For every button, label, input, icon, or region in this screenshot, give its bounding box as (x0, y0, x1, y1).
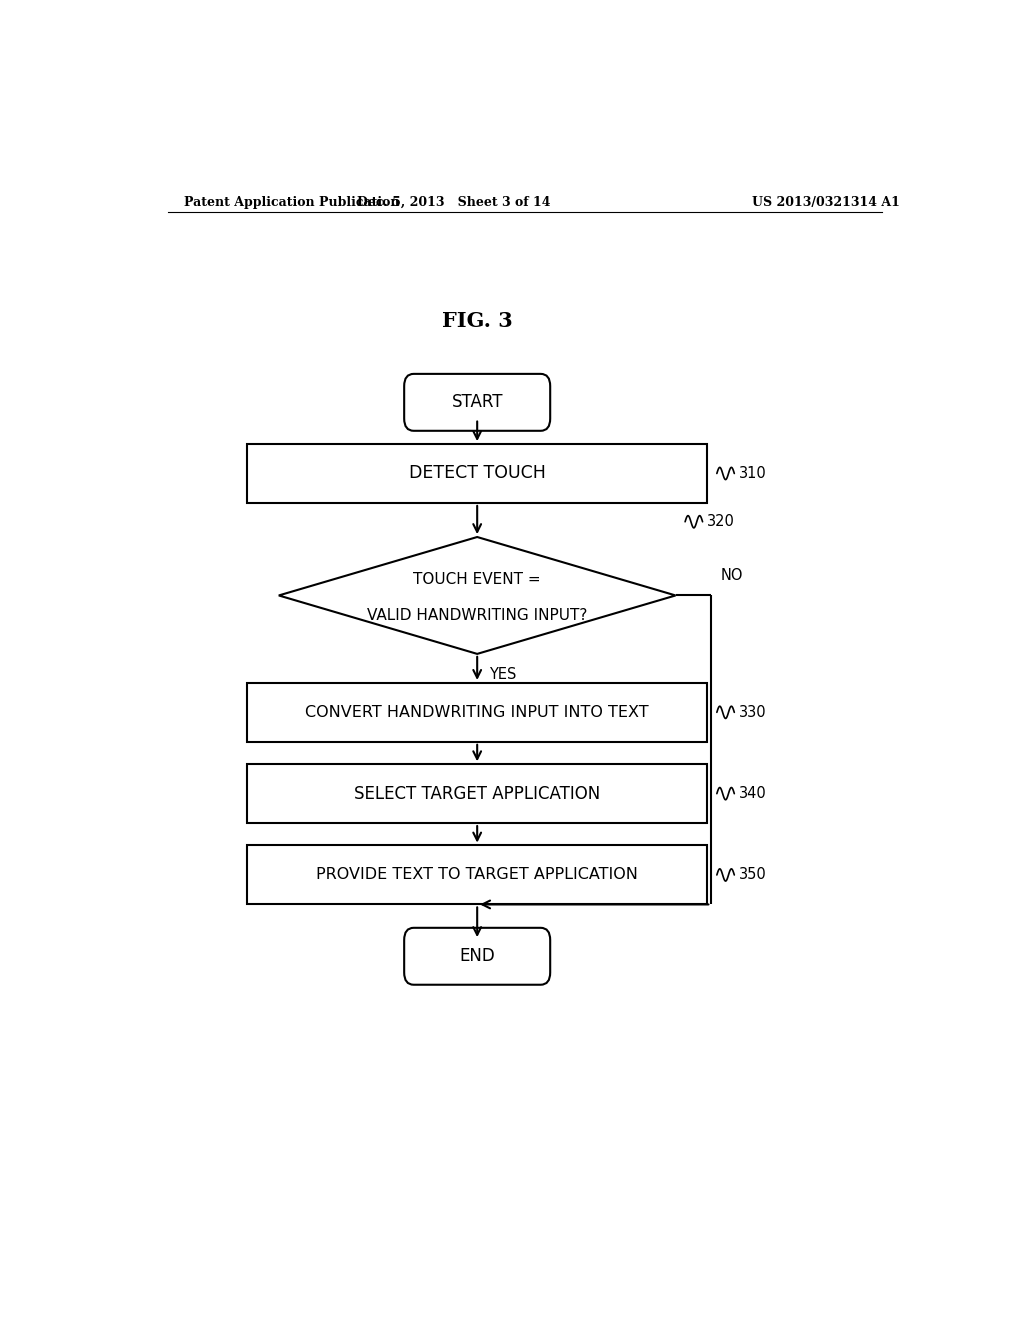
Text: Patent Application Publication: Patent Application Publication (183, 195, 399, 209)
FancyBboxPatch shape (404, 928, 550, 985)
Text: NO: NO (721, 568, 743, 583)
Text: CONVERT HANDWRITING INPUT INTO TEXT: CONVERT HANDWRITING INPUT INTO TEXT (305, 705, 649, 719)
Polygon shape (279, 537, 676, 653)
Text: 350: 350 (739, 867, 767, 883)
Text: PROVIDE TEXT TO TARGET APPLICATION: PROVIDE TEXT TO TARGET APPLICATION (316, 867, 638, 883)
Text: END: END (460, 948, 495, 965)
Text: START: START (452, 393, 503, 412)
Text: TOUCH EVENT =: TOUCH EVENT = (414, 572, 541, 586)
Bar (247, 444, 708, 503)
Bar (247, 764, 708, 824)
Text: SELECT TARGET APPLICATION: SELECT TARGET APPLICATION (354, 784, 600, 803)
Text: Dec. 5, 2013   Sheet 3 of 14: Dec. 5, 2013 Sheet 3 of 14 (356, 195, 550, 209)
Bar (247, 682, 708, 742)
Text: DETECT TOUCH: DETECT TOUCH (409, 465, 546, 483)
Text: 340: 340 (739, 787, 767, 801)
Text: YES: YES (489, 667, 516, 681)
Bar (247, 846, 708, 904)
Text: VALID HANDWRITING INPUT?: VALID HANDWRITING INPUT? (367, 609, 588, 623)
Text: 330: 330 (739, 705, 767, 719)
Text: 320: 320 (708, 515, 735, 529)
Text: 310: 310 (739, 466, 767, 480)
FancyBboxPatch shape (404, 374, 550, 430)
Text: FIG. 3: FIG. 3 (441, 312, 513, 331)
Text: US 2013/0321314 A1: US 2013/0321314 A1 (753, 195, 900, 209)
